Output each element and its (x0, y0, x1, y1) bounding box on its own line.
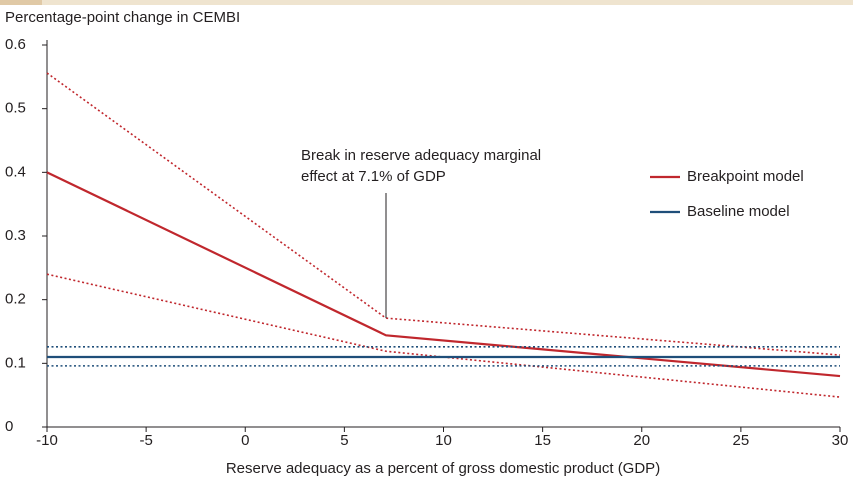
confidence-line (46, 273, 841, 398)
x-tick-label: -10 (36, 432, 58, 449)
y-tick-label: 0.1 (5, 354, 26, 371)
y-tick-label: 0.6 (5, 36, 26, 53)
x-tick-label: 25 (733, 432, 750, 449)
x-tick-label: 10 (435, 432, 452, 449)
y-tick-label: 0.2 (5, 291, 26, 308)
x-tick-label: 0 (241, 432, 249, 449)
header-strip (42, 0, 853, 5)
x-axis-label: Reserve adequacy as a percent of gross d… (226, 460, 660, 477)
annotation: Break in reserve adequacy marginal (301, 147, 541, 164)
y-tick-label: 0 (5, 418, 13, 435)
x-tick-label: 5 (340, 432, 348, 449)
y-tick-label: 0.5 (5, 100, 26, 117)
legend-label: Baseline model (687, 203, 790, 220)
x-tick-label: 15 (534, 432, 551, 449)
legend-label: Breakpoint model (687, 168, 804, 185)
y-tick-label: 0.4 (5, 163, 26, 180)
x-tick-label: -5 (139, 432, 152, 449)
y-axis-label: Percentage-point change in CEMBI (5, 9, 240, 26)
x-tick-label: 20 (633, 432, 650, 449)
x-tick-label: 30 (832, 432, 849, 449)
annotation: effect at 7.1% of GDP (301, 168, 446, 185)
series-line (46, 171, 841, 378)
y-tick-label: 0.3 (5, 227, 26, 244)
header-strip (0, 0, 42, 5)
